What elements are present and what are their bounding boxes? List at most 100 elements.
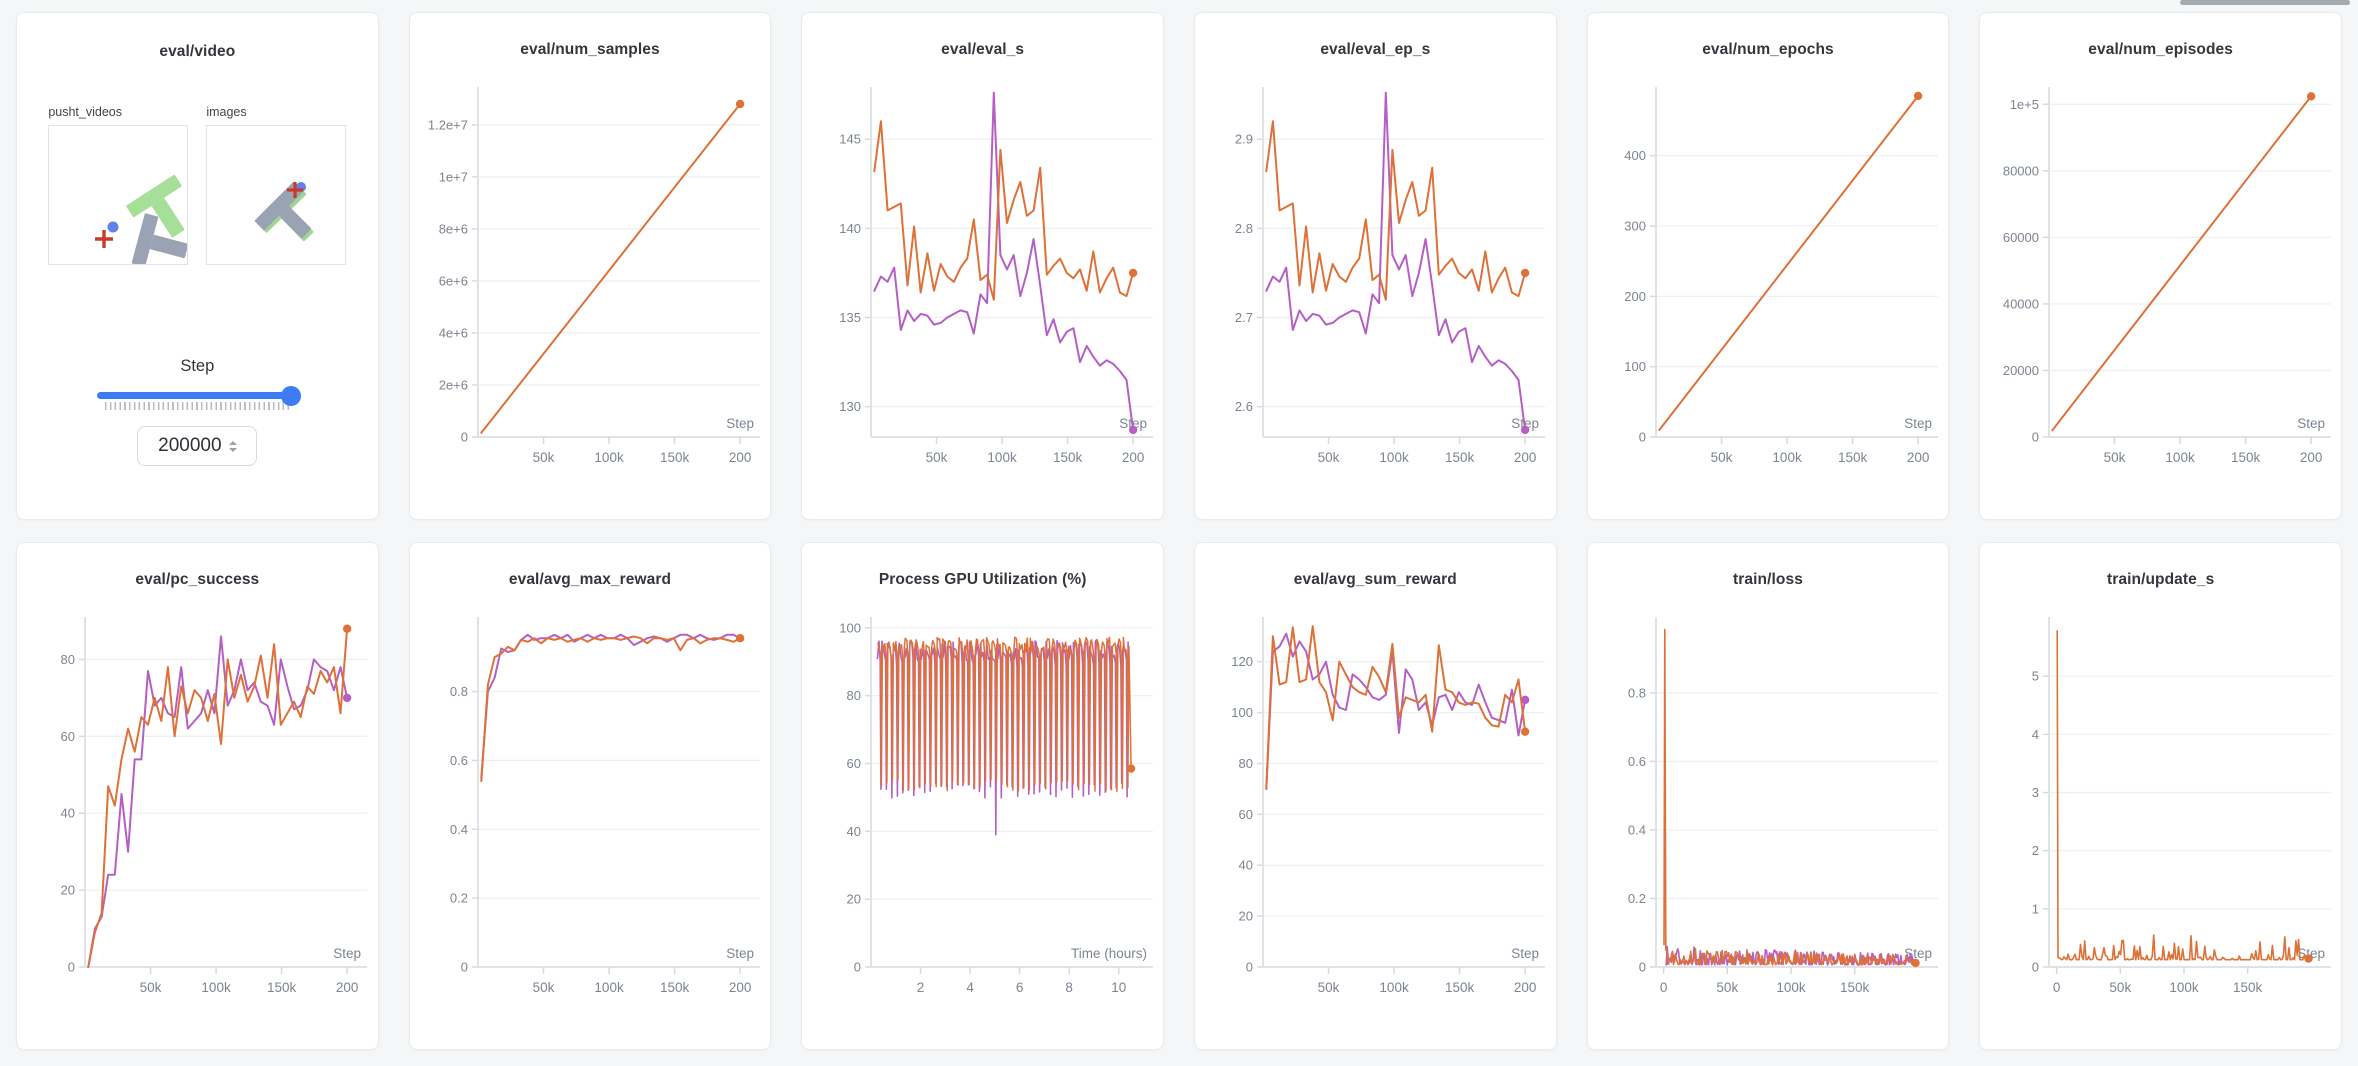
- svg-text:6: 6: [1016, 980, 1024, 995]
- chart-panel[interactable]: eval/num_episodes 0 20000 40000 60000 80000 1…: [1979, 12, 2342, 520]
- media-item-pusht-videos: pusht_videos: [48, 105, 189, 267]
- svg-text:100k: 100k: [1776, 980, 1806, 995]
- svg-text:0.8: 0.8: [450, 684, 468, 699]
- svg-text:40: 40: [1239, 858, 1253, 873]
- svg-text:100: 100: [839, 620, 861, 635]
- chart-canvas[interactable]: 0 1 2 3 4 5 0 50k 100k 150k Step: [1980, 613, 2341, 1013]
- svg-text:20: 20: [61, 883, 75, 898]
- pusht-video-thumbnail[interactable]: [48, 125, 189, 267]
- svg-text:200: 200: [1514, 450, 1537, 465]
- svg-text:0: 0: [2031, 430, 2038, 445]
- media-item-images: images: [206, 105, 347, 265]
- chart-canvas[interactable]: 0 20 40 60 80 50k 100k 150k 200 Step: [17, 613, 378, 1013]
- svg-text:20000: 20000: [2003, 363, 2039, 378]
- step-value: 200000: [158, 435, 222, 456]
- chart-canvas[interactable]: 0 100 200 300 400 50k 100k 150k 200 Step: [1588, 83, 1949, 483]
- svg-text:150k: 150k: [660, 450, 690, 465]
- svg-text:Step: Step: [726, 416, 754, 431]
- media-panel-eval-video[interactable]: eval/video pusht_videos: [16, 12, 379, 520]
- svg-text:2.6: 2.6: [1235, 399, 1253, 414]
- chart-canvas[interactable]: 0 20000 40000 60000 80000 1e+5 50k 100k 150k 200 S…: [1980, 83, 2341, 483]
- svg-text:1e+7: 1e+7: [439, 169, 468, 184]
- svg-text:1: 1: [2031, 901, 2038, 916]
- stepper-arrows-icon[interactable]: [228, 437, 237, 456]
- chart-canvas[interactable]: 130 135 140 145 50k 100k 150k 200 Step: [802, 83, 1163, 483]
- svg-text:0.4: 0.4: [1628, 822, 1646, 837]
- step-slider[interactable]: [97, 385, 302, 406]
- svg-text:50k: 50k: [533, 450, 555, 465]
- svg-text:0: 0: [2031, 960, 2038, 975]
- chart-canvas[interactable]: 0 20 40 60 80 100 120 50k 100k 150k 200 Step: [1195, 613, 1556, 1013]
- chart-canvas[interactable]: 0 2e+6 4e+6 6e+6 8e+6 1e+7 1.2e+7 50k 100k 150k 20…: [410, 83, 771, 483]
- svg-text:0: 0: [1639, 430, 1646, 445]
- svg-text:400: 400: [1624, 148, 1646, 163]
- chart-canvas[interactable]: 0 0.2 0.4 0.6 0.8 0 50k 100k 150k Step: [1588, 613, 1949, 1013]
- svg-text:2e+6: 2e+6: [439, 377, 468, 392]
- pusht-scene-icon: [254, 181, 314, 242]
- chart-title: train/update_s: [2106, 571, 2215, 588]
- chart-panel[interactable]: eval/avg_max_reward 0 0.2 0.4 0.6 0.8 50k 100k…: [408, 542, 772, 1050]
- svg-text:Step: Step: [1512, 946, 1540, 961]
- svg-text:2.8: 2.8: [1235, 221, 1253, 236]
- step-input[interactable]: 200000: [137, 426, 258, 466]
- svg-text:40: 40: [846, 824, 860, 839]
- svg-text:200: 200: [1122, 450, 1145, 465]
- chart-panel[interactable]: eval/eval_s 130 135 140 145 50k 100k 150k 200 St…: [801, 12, 1164, 520]
- chart-panel[interactable]: eval/avg_sum_reward 0 20 40 60 80 100 120 50k 10…: [1193, 542, 1557, 1050]
- chart-canvas[interactable]: 0 20 40 60 80 100 2 4 6 8 10 Time (hours): [802, 613, 1163, 1013]
- svg-text:2: 2: [916, 980, 924, 995]
- svg-text:150k: 150k: [1838, 450, 1868, 465]
- svg-text:0: 0: [2053, 980, 2061, 995]
- svg-text:200: 200: [336, 980, 359, 995]
- images-thumbnail[interactable]: [206, 125, 347, 265]
- svg-text:150k: 150k: [1840, 980, 1870, 995]
- svg-text:50k: 50k: [925, 450, 947, 465]
- svg-text:50k: 50k: [2109, 980, 2131, 995]
- svg-text:200: 200: [1624, 289, 1646, 304]
- svg-text:8e+6: 8e+6: [439, 221, 468, 236]
- svg-text:0: 0: [1639, 960, 1646, 975]
- svg-text:100k: 100k: [594, 450, 624, 465]
- svg-text:Step: Step: [334, 946, 362, 961]
- svg-text:2.9: 2.9: [1235, 132, 1253, 147]
- chart-panel[interactable]: eval/num_epochs 0 100 200 300 400 50k 100k 150k…: [1586, 12, 1950, 520]
- horizontal-scrollbar[interactable]: [2180, 0, 2350, 5]
- svg-text:200: 200: [2300, 450, 2323, 465]
- svg-text:150k: 150k: [267, 980, 297, 995]
- chart-canvas[interactable]: 2.6 2.7 2.8 2.9 50k 100k 150k 200 Step: [1195, 83, 1556, 483]
- svg-text:0.6: 0.6: [1628, 754, 1646, 769]
- chart-panel[interactable]: eval/pc_success 0 20 40 60 80 50k 100k 150k 200 S…: [16, 542, 379, 1050]
- svg-text:0.8: 0.8: [1628, 685, 1646, 700]
- svg-text:50k: 50k: [1716, 980, 1738, 995]
- svg-text:0: 0: [1660, 980, 1668, 995]
- svg-text:4e+6: 4e+6: [439, 325, 468, 340]
- svg-text:Time (hours): Time (hours): [1071, 946, 1147, 961]
- svg-text:150k: 150k: [2231, 450, 2261, 465]
- svg-text:0.6: 0.6: [450, 753, 468, 768]
- svg-text:Step: Step: [726, 946, 754, 961]
- media-label: pusht_videos: [48, 105, 122, 119]
- chart-panel[interactable]: train/loss 0 0.2 0.4 0.6 0.8 0 50k 100k 150k Step: [1586, 542, 1950, 1050]
- svg-text:2: 2: [2031, 843, 2038, 858]
- svg-text:50k: 50k: [1318, 980, 1340, 995]
- chart-panel[interactable]: eval/eval_ep_s 2.6 2.7 2.8 2.9 50k 100k 150k 20…: [1193, 12, 1557, 520]
- svg-text:60: 60: [846, 756, 860, 771]
- svg-text:1e+5: 1e+5: [2009, 97, 2038, 112]
- chart-panel[interactable]: train/update_s 0 1 2 3 4 5 0 50k 100k 150k Step: [1979, 542, 2342, 1050]
- svg-text:80: 80: [1239, 756, 1253, 771]
- chart-canvas[interactable]: 0 0.2 0.4 0.6 0.8 50k 100k 150k 200 Step: [410, 613, 771, 1013]
- chart-panel[interactable]: eval/num_samples 0 2e+6 4e+6 6e+6 8e+6 1e+7 1.…: [408, 12, 772, 520]
- svg-text:200: 200: [729, 980, 752, 995]
- svg-text:6e+6: 6e+6: [439, 273, 468, 288]
- step-slider-thumb[interactable]: [281, 385, 302, 406]
- svg-text:0: 0: [461, 960, 468, 975]
- chart-panel[interactable]: Process GPU Utilization (%) 0 20 40 60 80 100…: [801, 542, 1164, 1050]
- svg-text:40: 40: [61, 806, 75, 821]
- svg-text:Step: Step: [1904, 416, 1932, 431]
- svg-text:60000: 60000: [2003, 230, 2039, 245]
- svg-text:20: 20: [1239, 909, 1253, 924]
- media-label: images: [206, 105, 247, 119]
- svg-text:150k: 150k: [1053, 450, 1083, 465]
- svg-text:200: 200: [729, 450, 752, 465]
